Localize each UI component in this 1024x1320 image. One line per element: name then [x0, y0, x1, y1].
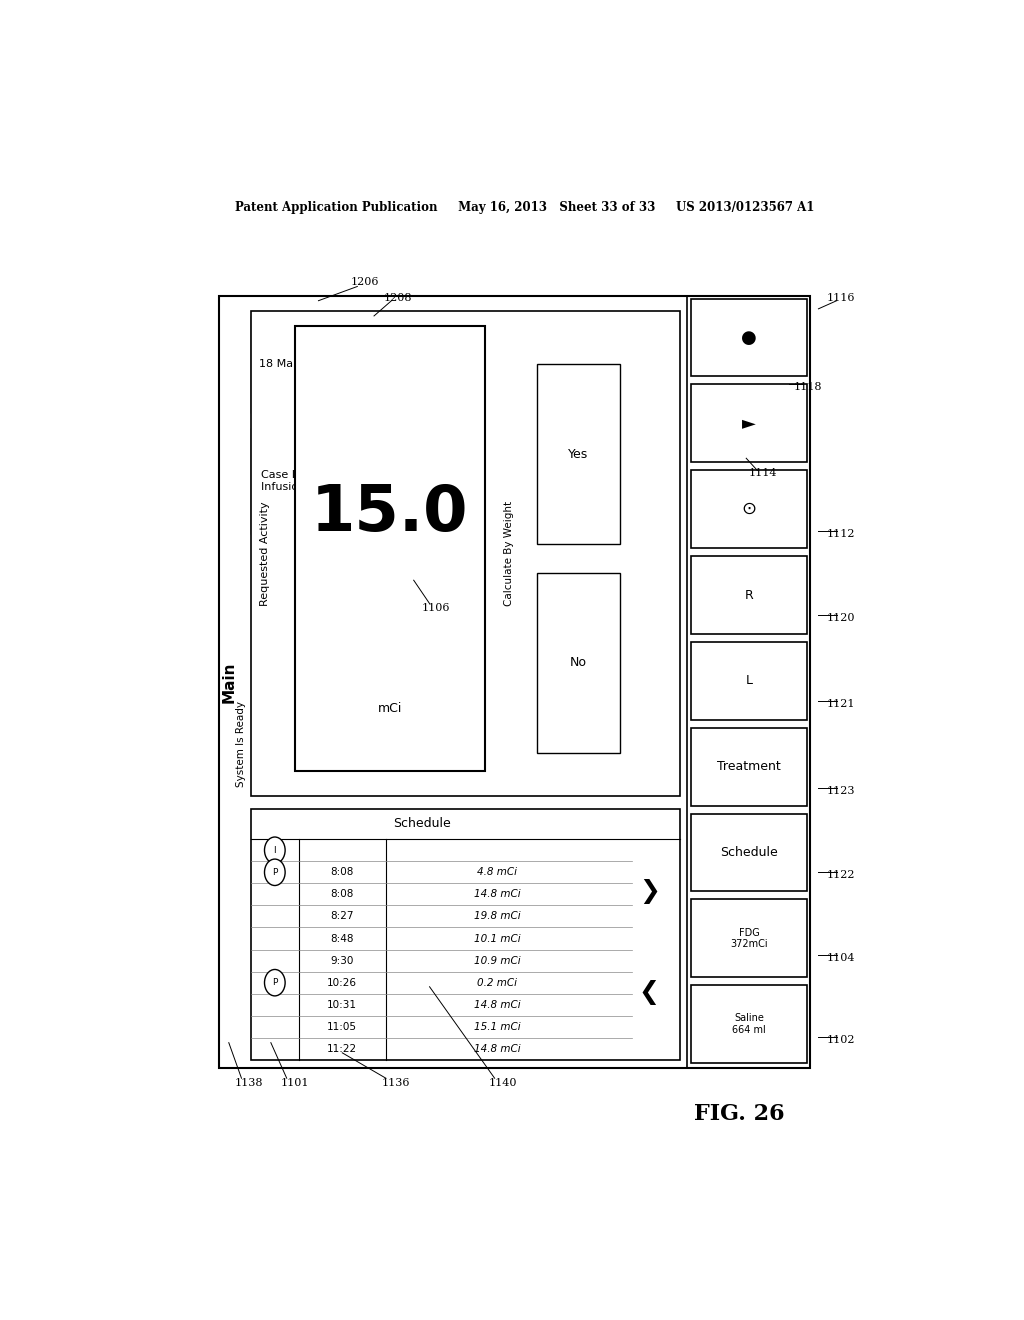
FancyBboxPatch shape — [691, 470, 807, 548]
Text: 1121: 1121 — [826, 700, 855, 709]
Text: 14.8 mCi: 14.8 mCi — [474, 1044, 520, 1053]
Text: 1112: 1112 — [826, 529, 855, 540]
Text: 1101: 1101 — [281, 1078, 309, 1088]
Text: 10.1 mCi: 10.1 mCi — [474, 933, 520, 944]
Text: 1116: 1116 — [826, 293, 855, 302]
Text: ❯: ❯ — [639, 879, 659, 904]
Text: 0.2 mCi: 0.2 mCi — [477, 978, 517, 987]
Text: FDG
372mCi: FDG 372mCi — [730, 928, 768, 949]
Text: 11:22: 11:22 — [328, 1044, 357, 1053]
Text: 11:05: 11:05 — [328, 1022, 357, 1032]
FancyBboxPatch shape — [691, 813, 807, 891]
Text: L: L — [745, 675, 753, 688]
Text: 1118: 1118 — [794, 381, 822, 392]
Text: 1120: 1120 — [826, 612, 855, 623]
Text: ●: ● — [741, 329, 757, 347]
Ellipse shape — [435, 399, 511, 457]
Text: 10:26: 10:26 — [328, 978, 357, 987]
Text: Schedule: Schedule — [393, 817, 452, 830]
Text: 8:08: 8:08 — [331, 867, 354, 878]
Text: 1140: 1140 — [488, 1078, 517, 1088]
Text: System Is Ready: System Is Ready — [237, 701, 247, 787]
FancyBboxPatch shape — [691, 642, 807, 719]
Text: 4.8 mCi: 4.8 mCi — [477, 867, 517, 878]
FancyBboxPatch shape — [295, 326, 485, 771]
FancyBboxPatch shape — [251, 312, 680, 796]
Text: 1138: 1138 — [234, 1078, 263, 1088]
Text: I: I — [273, 846, 276, 855]
Text: Schedule: Schedule — [720, 846, 778, 859]
Text: 8:27: 8:27 — [331, 911, 354, 921]
Text: mCi: mCi — [378, 702, 402, 715]
Text: 15.1 mCi: 15.1 mCi — [474, 1022, 520, 1032]
Text: ❮: ❮ — [639, 979, 659, 1005]
Text: 18 March 2010  08:08: 18 March 2010 08:08 — [259, 359, 382, 370]
Text: FIG. 26: FIG. 26 — [693, 1102, 784, 1125]
Text: Main: Main — [221, 661, 237, 702]
Text: ►: ► — [742, 414, 756, 433]
Text: Edit: Edit — [461, 421, 485, 434]
FancyBboxPatch shape — [219, 296, 811, 1068]
Text: ⊙: ⊙ — [741, 500, 757, 519]
FancyBboxPatch shape — [251, 809, 680, 1060]
Text: R: R — [744, 589, 754, 602]
Text: 1122: 1122 — [826, 870, 855, 880]
Text: Requested Activity: Requested Activity — [260, 502, 270, 606]
Text: 1206: 1206 — [350, 277, 379, 288]
FancyBboxPatch shape — [691, 298, 807, 376]
Circle shape — [264, 859, 285, 886]
Text: No: No — [570, 656, 587, 669]
Text: P: P — [272, 867, 278, 876]
FancyBboxPatch shape — [251, 315, 390, 412]
Text: 8:48: 8:48 — [331, 933, 354, 944]
Text: Treatment: Treatment — [717, 760, 781, 774]
Text: Calculate By Weight: Calculate By Weight — [504, 502, 514, 606]
FancyBboxPatch shape — [691, 384, 807, 462]
FancyBboxPatch shape — [691, 985, 807, 1063]
FancyBboxPatch shape — [537, 364, 620, 544]
Text: Saline
664 ml: Saline 664 ml — [732, 1014, 766, 1035]
Text: 8:08: 8:08 — [331, 890, 354, 899]
FancyBboxPatch shape — [251, 428, 397, 535]
Text: Patent Application Publication     May 16, 2013   Sheet 33 of 33     US 2013/012: Patent Application Publication May 16, 2… — [236, 201, 814, 214]
Text: 14.8 mCi: 14.8 mCi — [474, 999, 520, 1010]
Text: Case ID:
Infusion Site:: Case ID: Infusion Site: — [260, 470, 334, 492]
Text: 19.8 mCi: 19.8 mCi — [474, 911, 520, 921]
Text: 1123: 1123 — [826, 785, 855, 796]
Circle shape — [264, 837, 285, 863]
Text: 9:30: 9:30 — [331, 956, 354, 966]
Circle shape — [264, 969, 285, 995]
Text: 1102: 1102 — [826, 1035, 855, 1044]
FancyBboxPatch shape — [691, 727, 807, 805]
Text: 10.9 mCi: 10.9 mCi — [474, 956, 520, 966]
Text: 1208: 1208 — [384, 293, 412, 302]
Text: 15.0: 15.0 — [311, 482, 469, 544]
FancyBboxPatch shape — [537, 573, 620, 752]
Text: Yes: Yes — [568, 447, 589, 461]
FancyBboxPatch shape — [691, 899, 807, 977]
Text: P: P — [272, 978, 278, 987]
Text: 1106: 1106 — [422, 603, 451, 612]
Text: 14.8 mCi: 14.8 mCi — [474, 890, 520, 899]
Text: 1104: 1104 — [826, 953, 855, 964]
FancyBboxPatch shape — [691, 556, 807, 634]
Text: 10:31: 10:31 — [328, 999, 357, 1010]
Text: 1114: 1114 — [749, 469, 777, 478]
Text: 1136: 1136 — [382, 1078, 411, 1088]
